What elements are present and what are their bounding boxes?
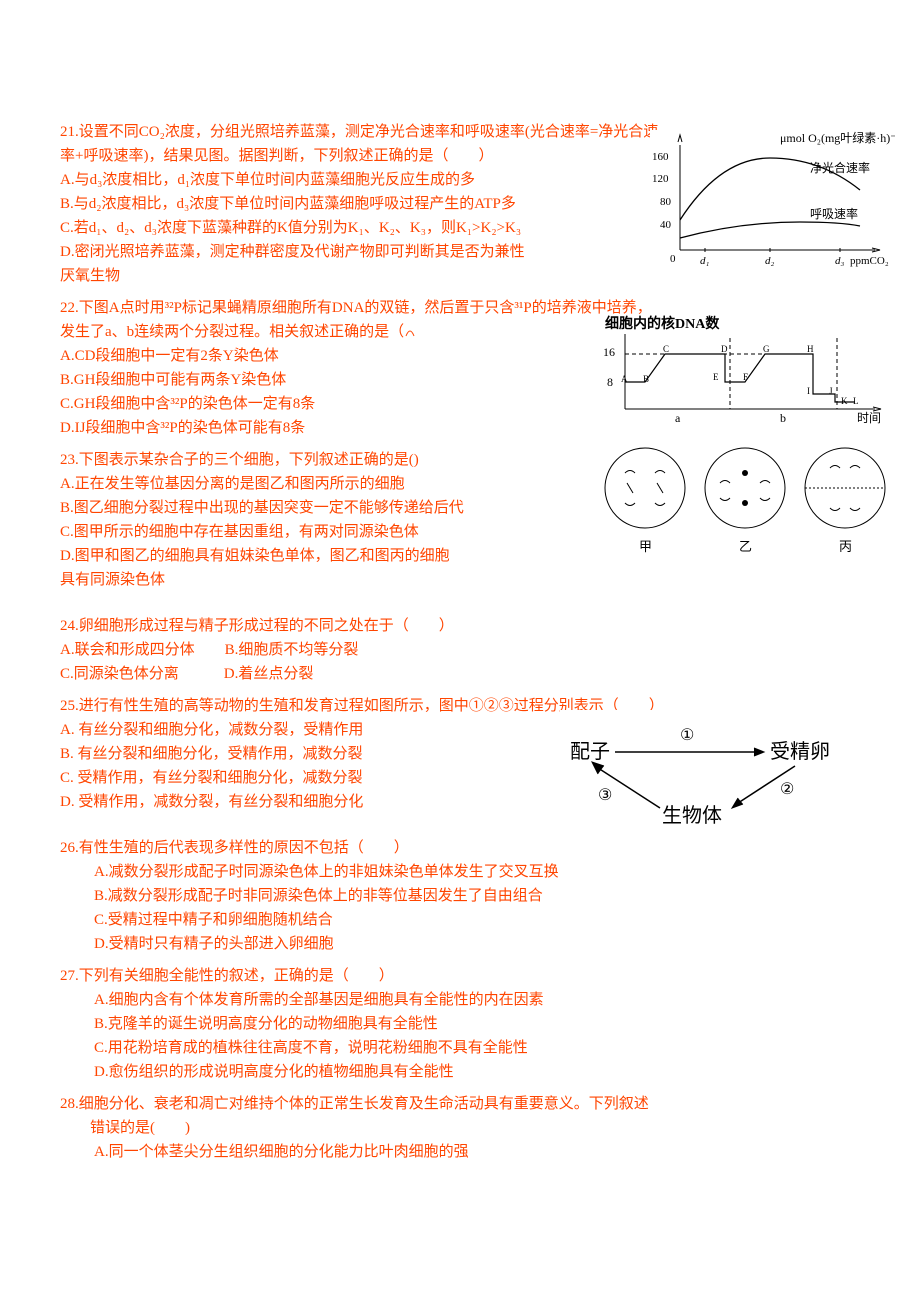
cell-bing — [805, 448, 885, 528]
ytick-120: 120 — [652, 173, 669, 185]
question-21: μmol O₂(mg叶绿素·h)⁻¹ 160 120 80 40 0 净光合速率… — [60, 120, 860, 288]
svg-text:F: F — [743, 372, 748, 382]
question-23: 甲 乙 丙 23.下图表示某杂合子的三个细胞，下列叙述正确的是() A.正在发生… — [60, 448, 860, 592]
chart22-y8: 8 — [607, 375, 613, 389]
chart22-xa: a — [675, 411, 681, 425]
q24-opt-b: B.细胞质不均等分裂 — [225, 638, 359, 662]
question-24: 24.卵细胞形成过程与精子形成过程的不同之处在于（ ） A.联会和形成四分体 B… — [60, 614, 860, 686]
q28-stem2: 错误的是( ) — [60, 1116, 860, 1140]
chart21-ylabel: μmol O₂(mg叶绿素·h)⁻¹ — [780, 130, 895, 145]
question-25: 配子 受精卵 生物体 ① ② ③ 25.进行有性生殖的高等动物的生殖和发育过程如… — [60, 694, 860, 814]
svg-text:J: J — [829, 386, 833, 396]
q28-stem: 28.细胞分化、衰老和凋亡对维持个体的正常生长发育及生命活动具有重要意义。下列叙… — [60, 1092, 860, 1116]
q26-stem: 26.有性生殖的后代表现多样性的原因不包括（ ） — [60, 836, 860, 860]
label-jia: 甲 — [639, 539, 652, 554]
svg-text:I: I — [807, 386, 810, 396]
xlabel-ppm: ppmCO₂ — [850, 255, 889, 267]
edge-1: ① — [680, 727, 694, 744]
cell-yi — [705, 448, 785, 528]
q27-opt-c: C.用花粉培育成的植株往往高度不育，说明花粉细胞不具有全能性 — [60, 1036, 860, 1060]
q23-opt-d-cont: 具有同源染色体 — [60, 568, 860, 592]
edge-3: ③ — [598, 787, 612, 804]
diagram-25: 配子 受精卵 生物体 ① ② ③ — [560, 710, 840, 838]
q27-opt-d: D.愈伤组织的形成说明高度分化的植物细胞具有全能性 — [60, 1060, 860, 1084]
chart22-xtime: 时间 — [857, 411, 881, 425]
q27-opt-a: A.细胞内含有个体发育所需的全部基因是细胞具有全能性的内在因素 — [60, 988, 860, 1012]
q24-stem: 24.卵细胞形成过程与精子形成过程的不同之处在于（ ） — [60, 614, 860, 638]
series-net: 净光合速率 — [810, 160, 870, 175]
chart22-xb: b — [780, 411, 786, 425]
svg-text:G: G — [763, 344, 770, 354]
series-resp: 呼吸速率 — [810, 206, 858, 221]
svg-text:D: D — [721, 344, 728, 354]
q24-opt-a: A.联会和形成四分体 — [60, 638, 195, 662]
q28-opt-a: A.同一个体茎尖分生组织细胞的分化能力比叶肉细胞的强 — [60, 1140, 860, 1164]
question-26: 26.有性生殖的后代表现多样性的原因不包括（ ） A.减数分裂形成配子时同源染色… — [60, 836, 860, 956]
question-27: 27.下列有关细胞全能性的叙述，正确的是（ ） A.细胞内含有个体发育所需的全部… — [60, 964, 860, 1084]
cell-jia — [605, 448, 685, 528]
svg-text:E: E — [713, 372, 719, 382]
q24-opt-c: C.同源染色体分离 — [60, 662, 179, 686]
svg-text:A: A — [621, 374, 628, 384]
q26-opt-c: C.受精过程中精子和卵细胞随机结合 — [60, 908, 860, 932]
xtick-d1: d₁ — [700, 255, 710, 267]
svg-text:L: L — [853, 396, 859, 406]
label-bing: 丙 — [839, 539, 852, 554]
q27-stem: 27.下列有关细胞全能性的叙述，正确的是（ ） — [60, 964, 860, 988]
chart-22: 细胞内的核DNA数 16 8 a b 时间 A B C D E F G H I … — [585, 314, 895, 442]
ytick-160: 160 — [652, 151, 669, 163]
chart22-title: 细胞内的核DNA数 — [605, 315, 720, 332]
q26-opt-b: B.减数分裂形成配子时非同源染色体上的非等位基因发生了自由组合 — [60, 884, 860, 908]
chart-21: μmol O₂(mg叶绿素·h)⁻¹ 160 120 80 40 0 净光合速率… — [650, 130, 895, 283]
svg-text:H: H — [807, 344, 814, 354]
xtick-d3: d₃ — [835, 255, 845, 267]
q27-opt-b: B.克隆羊的诞生说明高度分化的动物细胞具有全能性 — [60, 1012, 860, 1036]
q26-opt-a: A.减数分裂形成配子时同源染色体上的非姐妹染色单体发生了交叉互换 — [60, 860, 860, 884]
svg-text:C: C — [663, 344, 669, 354]
ytick-80: 80 — [660, 196, 672, 208]
ytick-40: 40 — [660, 219, 672, 231]
svg-text:B: B — [643, 374, 649, 384]
diagram-23: 甲 乙 丙 — [595, 443, 895, 571]
node-organism: 生物体 — [662, 804, 722, 827]
xtick-d2: d₂ — [765, 255, 775, 267]
svg-text:K: K — [841, 396, 848, 406]
node-gamete: 配子 — [570, 741, 610, 763]
label-yi: 乙 — [739, 539, 752, 554]
q26-opt-d: D.受精时只有精子的头部进入卵细胞 — [60, 932, 860, 956]
question-28: 28.细胞分化、衰老和凋亡对维持个体的正常生长发育及生命活动具有重要意义。下列叙… — [60, 1092, 860, 1164]
chart22-y16: 16 — [603, 345, 615, 359]
q24-opt-d: D.着丝点分裂 — [224, 662, 314, 686]
question-22: 细胞内的核DNA数 16 8 a b 时间 A B C D E F G H I … — [60, 296, 860, 440]
node-zygote: 受精卵 — [770, 740, 830, 763]
edge-2: ② — [780, 781, 794, 798]
ytick-0: 0 — [670, 253, 676, 265]
